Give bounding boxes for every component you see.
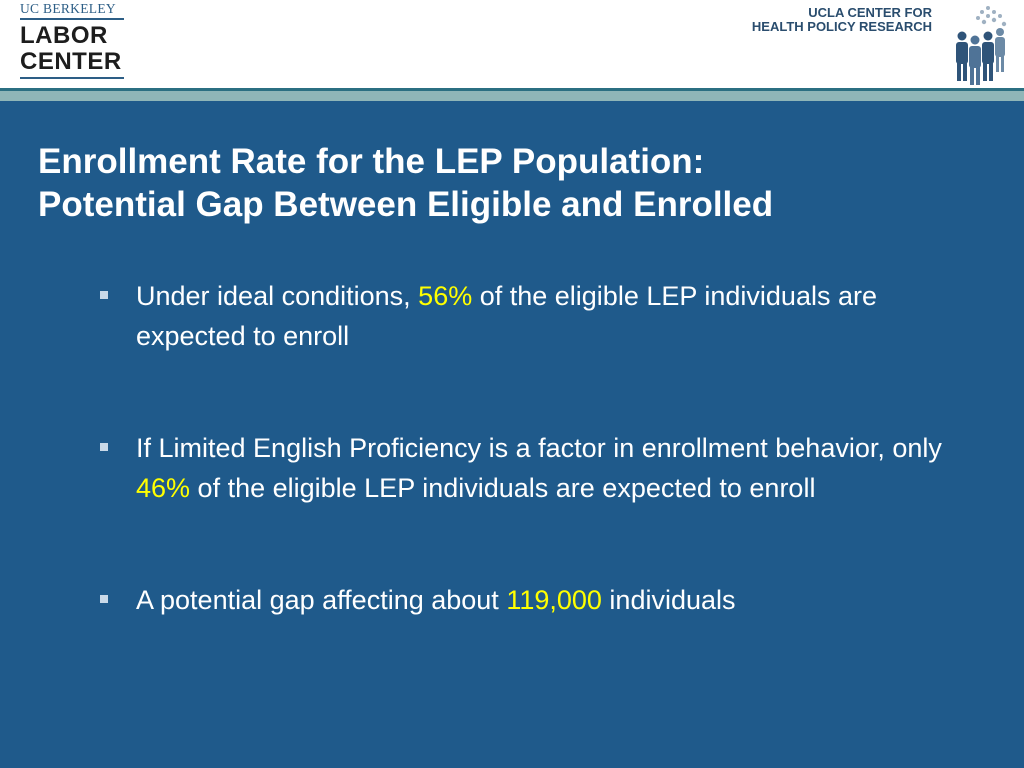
header-divider-thin: [0, 88, 1024, 91]
bullet-text: Under ideal conditions,: [136, 281, 419, 311]
ucla-logo-line1: UCLA CENTER FOR: [808, 5, 932, 20]
bullet-item: If Limited English Proficiency is a fact…: [96, 428, 976, 508]
highlight-value: 56%: [418, 281, 473, 311]
logo-rule-bottom: [20, 77, 124, 79]
bullet-item: Under ideal conditions, 56% of the eligi…: [96, 276, 976, 356]
ucla-logo-text: UCLA CENTER FOR HEALTH POLICY RESEARCH: [752, 6, 932, 34]
slide-title-line2: Potential Gap Between Eligible and Enrol…: [38, 185, 774, 224]
logo-line-ucb: UC BERKELEY: [20, 1, 116, 16]
logo-rule: [20, 18, 124, 20]
bullet-text: If Limited English Proficiency is a fact…: [136, 433, 942, 463]
ucla-logo-line2: HEALTH POLICY RESEARCH: [751, 19, 932, 34]
highlight-value: 119,000: [506, 585, 602, 615]
people-figures-icon: [956, 6, 1007, 85]
slide-title-line1: Enrollment Rate for the LEP Population:: [38, 142, 705, 181]
slide-title: Enrollment Rate for the LEP Population: …: [38, 140, 998, 226]
logo-line-center: CENTER: [20, 48, 122, 75]
bullet-list: Under ideal conditions, 56% of the eligi…: [96, 276, 976, 620]
bullet-text: of the eligible LEP individuals are expe…: [136, 281, 877, 351]
header-bar: UC BERKELEY LABOR CENTER UCLA CENTER FOR…: [0, 0, 1024, 88]
bullet-text: A potential gap affecting about: [136, 585, 507, 615]
logo-line-labor: LABOR: [20, 22, 108, 49]
square-bullet-icon: [100, 443, 108, 451]
highlight-value: 46%: [136, 473, 191, 503]
bullet-item: A potential gap affecting about 119,000 …: [96, 580, 976, 620]
bullet-text: of the eligible LEP individuals are expe…: [190, 473, 816, 503]
header-divider-band: [0, 91, 1024, 101]
uc-berkeley-labor-center-logo: UC BERKELEY LABOR CENTER: [20, 2, 130, 84]
square-bullet-icon: [100, 595, 108, 603]
bullet-text: individuals: [601, 585, 736, 615]
square-bullet-icon: [100, 291, 108, 299]
